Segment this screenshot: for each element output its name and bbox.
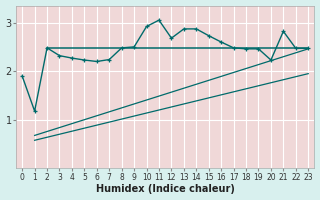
X-axis label: Humidex (Indice chaleur): Humidex (Indice chaleur) bbox=[96, 184, 235, 194]
